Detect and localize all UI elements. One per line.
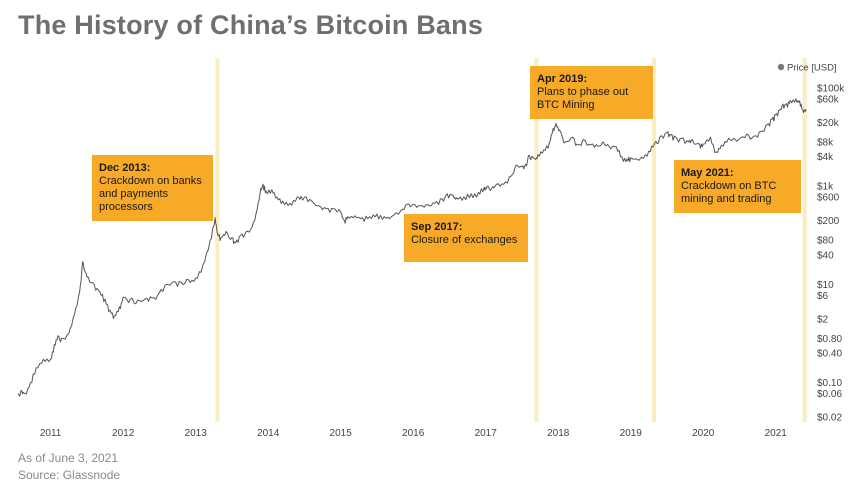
- annotation-text: Closure of exchanges: [411, 234, 518, 246]
- annotation-background: [404, 214, 528, 262]
- y-tick-label: $6: [817, 291, 829, 302]
- price-line: [17, 98, 807, 397]
- annotation-text: processors: [99, 201, 153, 213]
- annotation-text: and payments: [99, 188, 169, 200]
- event-band-2: [534, 58, 539, 422]
- x-tick-label: 2020: [692, 428, 715, 439]
- annotation-text: BTC Mining: [537, 99, 594, 111]
- x-tick-label: 2017: [475, 428, 498, 439]
- x-tick-label: 2016: [402, 428, 425, 439]
- annotation-background: [92, 155, 213, 221]
- x-axis: 2011 2012 2013 2014 2015 2016 2017 2018 2019 2020…: [40, 428, 787, 439]
- y-axis: $100k$60k$20k$8k$4k$1k$600$200$80$40$10$…: [817, 84, 845, 424]
- event-band-1: [215, 58, 220, 422]
- annotation-background: [530, 66, 653, 119]
- annotation-date: Apr 2019:: [537, 73, 587, 85]
- x-tick-label: 2011: [40, 428, 62, 439]
- annotation-date: May 2021:: [681, 167, 734, 179]
- y-tick-label: $600: [817, 193, 840, 204]
- x-tick-label: 2012: [112, 428, 135, 439]
- event-band-4: [802, 58, 807, 422]
- page-title: The History of China’s Bitcoin Bans: [18, 10, 484, 40]
- y-tick-label: $0.06: [817, 389, 842, 400]
- event-band-3: [651, 58, 656, 422]
- annotation-box-2: Sep 2017:Closure of exchanges: [404, 214, 528, 262]
- y-tick-label: $0.02: [817, 413, 842, 424]
- annotation-date: Dec 2013:: [99, 162, 150, 174]
- y-tick-label: $200: [817, 216, 840, 227]
- annotation-text: Crackdown on banks: [99, 175, 202, 187]
- event-bands: [215, 58, 807, 422]
- legend-marker: [777, 63, 785, 71]
- y-tick-label: $10: [817, 280, 834, 291]
- x-tick-label: 2019: [620, 428, 643, 439]
- y-tick-label: $100k: [817, 84, 845, 95]
- y-tick-label: $40: [817, 250, 834, 261]
- legend: Price [USD]: [777, 63, 837, 74]
- y-tick-label: $1k: [817, 182, 834, 193]
- as-of-date: As of June 3, 2021: [18, 451, 119, 465]
- y-tick-label: $0.10: [817, 378, 842, 389]
- annotation-text: Plans to phase out: [537, 86, 628, 98]
- y-tick-label: $4k: [817, 152, 834, 163]
- legend-label: Price [USD]: [787, 63, 837, 74]
- y-tick-label: $80: [817, 236, 834, 247]
- x-tick-label: 2015: [330, 428, 353, 439]
- y-tick-label: $0.80: [817, 334, 842, 345]
- annotation-text: mining and trading: [681, 193, 772, 205]
- price-series: [17, 98, 807, 397]
- annotation-date: Sep 2017:: [411, 221, 462, 233]
- x-tick-label: 2018: [547, 428, 570, 439]
- y-tick-label: $8k: [817, 137, 834, 148]
- annotation-background: [674, 160, 801, 213]
- y-tick-label: $20k: [817, 118, 840, 129]
- x-tick-label: 2014: [257, 428, 280, 439]
- y-tick-label: $60k: [817, 94, 840, 105]
- y-tick-label: $0.40: [817, 349, 842, 360]
- annotation-text: Crackdown on BTC: [681, 180, 776, 192]
- y-tick-label: $2: [817, 314, 829, 325]
- x-tick-label: 2021: [765, 428, 788, 439]
- x-tick-label: 2013: [185, 428, 208, 439]
- data-source: Source: Glassnode: [18, 468, 121, 482]
